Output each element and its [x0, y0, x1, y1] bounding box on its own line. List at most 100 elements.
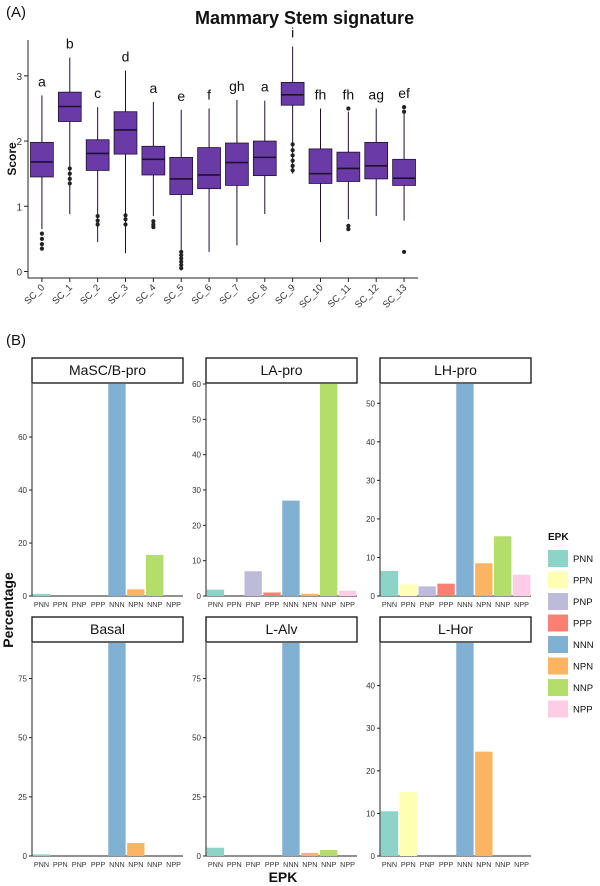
facet-strip — [205, 357, 358, 384]
facet-x-tick-label: NNP — [147, 860, 162, 869]
facet-y-tick-label: 50 — [366, 399, 375, 408]
facet-x-tick-label: PPP — [265, 600, 280, 609]
outlier-point — [67, 166, 72, 171]
facet-y-axis-title: Percentage — [0, 572, 16, 648]
significance-letter: a — [261, 79, 269, 95]
legend-label: NPP — [573, 705, 593, 716]
outlier-point — [290, 142, 295, 147]
facet-x-tick-label: PNP — [72, 600, 87, 609]
bar-pnp — [244, 571, 262, 596]
bar-npn — [475, 563, 493, 596]
bar-pnn — [380, 570, 399, 596]
boxplot-title: Mammary Stem signature — [195, 8, 414, 28]
bar-npn — [127, 842, 145, 856]
outlier-point — [95, 218, 100, 223]
facet-x-tick-label: PNN — [382, 860, 397, 869]
facet-y-tick-label: 25 — [18, 793, 27, 802]
bar-nnn — [456, 643, 474, 856]
outlier-point — [346, 223, 351, 228]
facet-x-tick-label: NPN — [302, 860, 317, 869]
facet-x-tick-label: PNP — [72, 860, 87, 869]
outlier-point — [67, 171, 72, 176]
box — [280, 81, 305, 106]
y-tick-label: 0 — [16, 267, 22, 278]
facet-x-tick-label: NPP — [166, 860, 181, 869]
facet-y-tick-label: 20 — [366, 515, 375, 524]
bar-pnn — [32, 854, 51, 856]
facet-panel: L-Hor 0 10 20 30 40 PNN PPN PNP PPP NNN NPN NNP NPP — [366, 616, 532, 869]
facet-y-tick-label: 40 — [366, 438, 375, 447]
facet-y-tick-label: 0 — [197, 852, 202, 861]
outlier-point — [346, 106, 351, 111]
facet-x-tick-label: NPP — [514, 600, 529, 609]
facet-x-tick-label: PPN — [401, 600, 416, 609]
x-tick-label: SC_9 — [273, 282, 298, 307]
facet-x-tick-label: NNN — [283, 600, 299, 609]
bar-nnp — [146, 554, 164, 596]
facet-y-tick-label: 20 — [366, 767, 375, 776]
significance-letter: f — [207, 86, 211, 102]
facet-x-tick-label: PNN — [34, 860, 49, 869]
outlier-point — [401, 109, 407, 114]
facet-y-tick-label: 10 — [366, 809, 375, 818]
box — [252, 140, 277, 177]
facet-panel: LA-pro 0 10 20 30 40 50 60 PNN PPN PNP PPP NNN NPN NNP… — [192, 357, 358, 609]
outlier-point — [290, 148, 295, 153]
outlier-point — [39, 246, 45, 251]
facet-x-tick-label: NNP — [321, 860, 336, 869]
bar-pnn — [206, 847, 225, 856]
facet-strip — [31, 616, 184, 643]
box — [85, 139, 110, 171]
boxplot-chart: 0 1 2 3 Score a SC_0 b SC_1 c SC_2 d SC_3 a SC_4 e SC_5 f… — [5, 25, 418, 311]
outlier-point — [151, 219, 156, 224]
bar-pnn — [380, 811, 399, 856]
facet-x-tick-label: NNN — [283, 860, 299, 869]
facet-x-tick-label: NNN — [109, 860, 125, 869]
box — [336, 151, 361, 182]
facet-x-tick-label: PNN — [208, 600, 223, 609]
panel-label-b: (B) — [6, 332, 26, 349]
x-tick-label: SC_3 — [106, 282, 131, 307]
facet-y-tick-label: 20 — [192, 521, 201, 530]
facet-x-tick-label: PNN — [382, 600, 397, 609]
facet-y-tick-label: 50 — [192, 734, 201, 743]
outlier-point — [95, 222, 100, 227]
facet-strip — [379, 616, 532, 643]
facet-x-tick-label: PPP — [439, 860, 454, 869]
panel-label-a: (A) — [6, 4, 26, 21]
legend-swatch — [548, 679, 568, 696]
facet-x-tick-label: PPN — [227, 600, 242, 609]
bar-nnn — [108, 384, 126, 596]
facet-y-tick-label: 0 — [197, 592, 202, 601]
bar-pnp — [418, 586, 436, 596]
facet-x-axis-title: EPK — [269, 869, 298, 885]
box — [308, 148, 333, 184]
bar-nnp — [494, 536, 512, 596]
facet-strip — [31, 357, 184, 384]
facet-strip — [205, 616, 358, 643]
significance-letter: fh — [343, 86, 355, 102]
facet-x-tick-label: NPP — [514, 860, 529, 869]
x-tick-label: SC_5 — [162, 282, 187, 307]
bar-npn — [127, 589, 145, 596]
facet-y-tick-label: 50 — [18, 734, 27, 743]
facet-y-tick-label: 75 — [18, 675, 27, 684]
facet-y-tick-label: 50 — [192, 415, 201, 424]
y-tick-label: 2 — [16, 137, 22, 148]
facet-x-tick-label: PNP — [420, 860, 435, 869]
bar-ppp — [437, 583, 455, 596]
significance-letter: d — [122, 49, 130, 65]
significance-letter: ag — [368, 86, 384, 102]
facet-x-tick-label: PPP — [439, 600, 454, 609]
facet-y-tick-label: 25 — [192, 793, 201, 802]
legend-label: PNN — [573, 554, 593, 565]
x-tick-label: SC_7 — [217, 282, 242, 307]
facet-strip — [379, 357, 532, 384]
outlier-point — [179, 256, 184, 261]
legend-label: PPN — [573, 576, 593, 587]
x-tick-label: SC_2 — [78, 282, 103, 307]
significance-letter: fh — [315, 86, 327, 102]
facet-x-tick-label: PPN — [53, 600, 68, 609]
facet-x-tick-label: PPP — [265, 860, 280, 869]
facet-x-tick-label: PNP — [246, 860, 261, 869]
